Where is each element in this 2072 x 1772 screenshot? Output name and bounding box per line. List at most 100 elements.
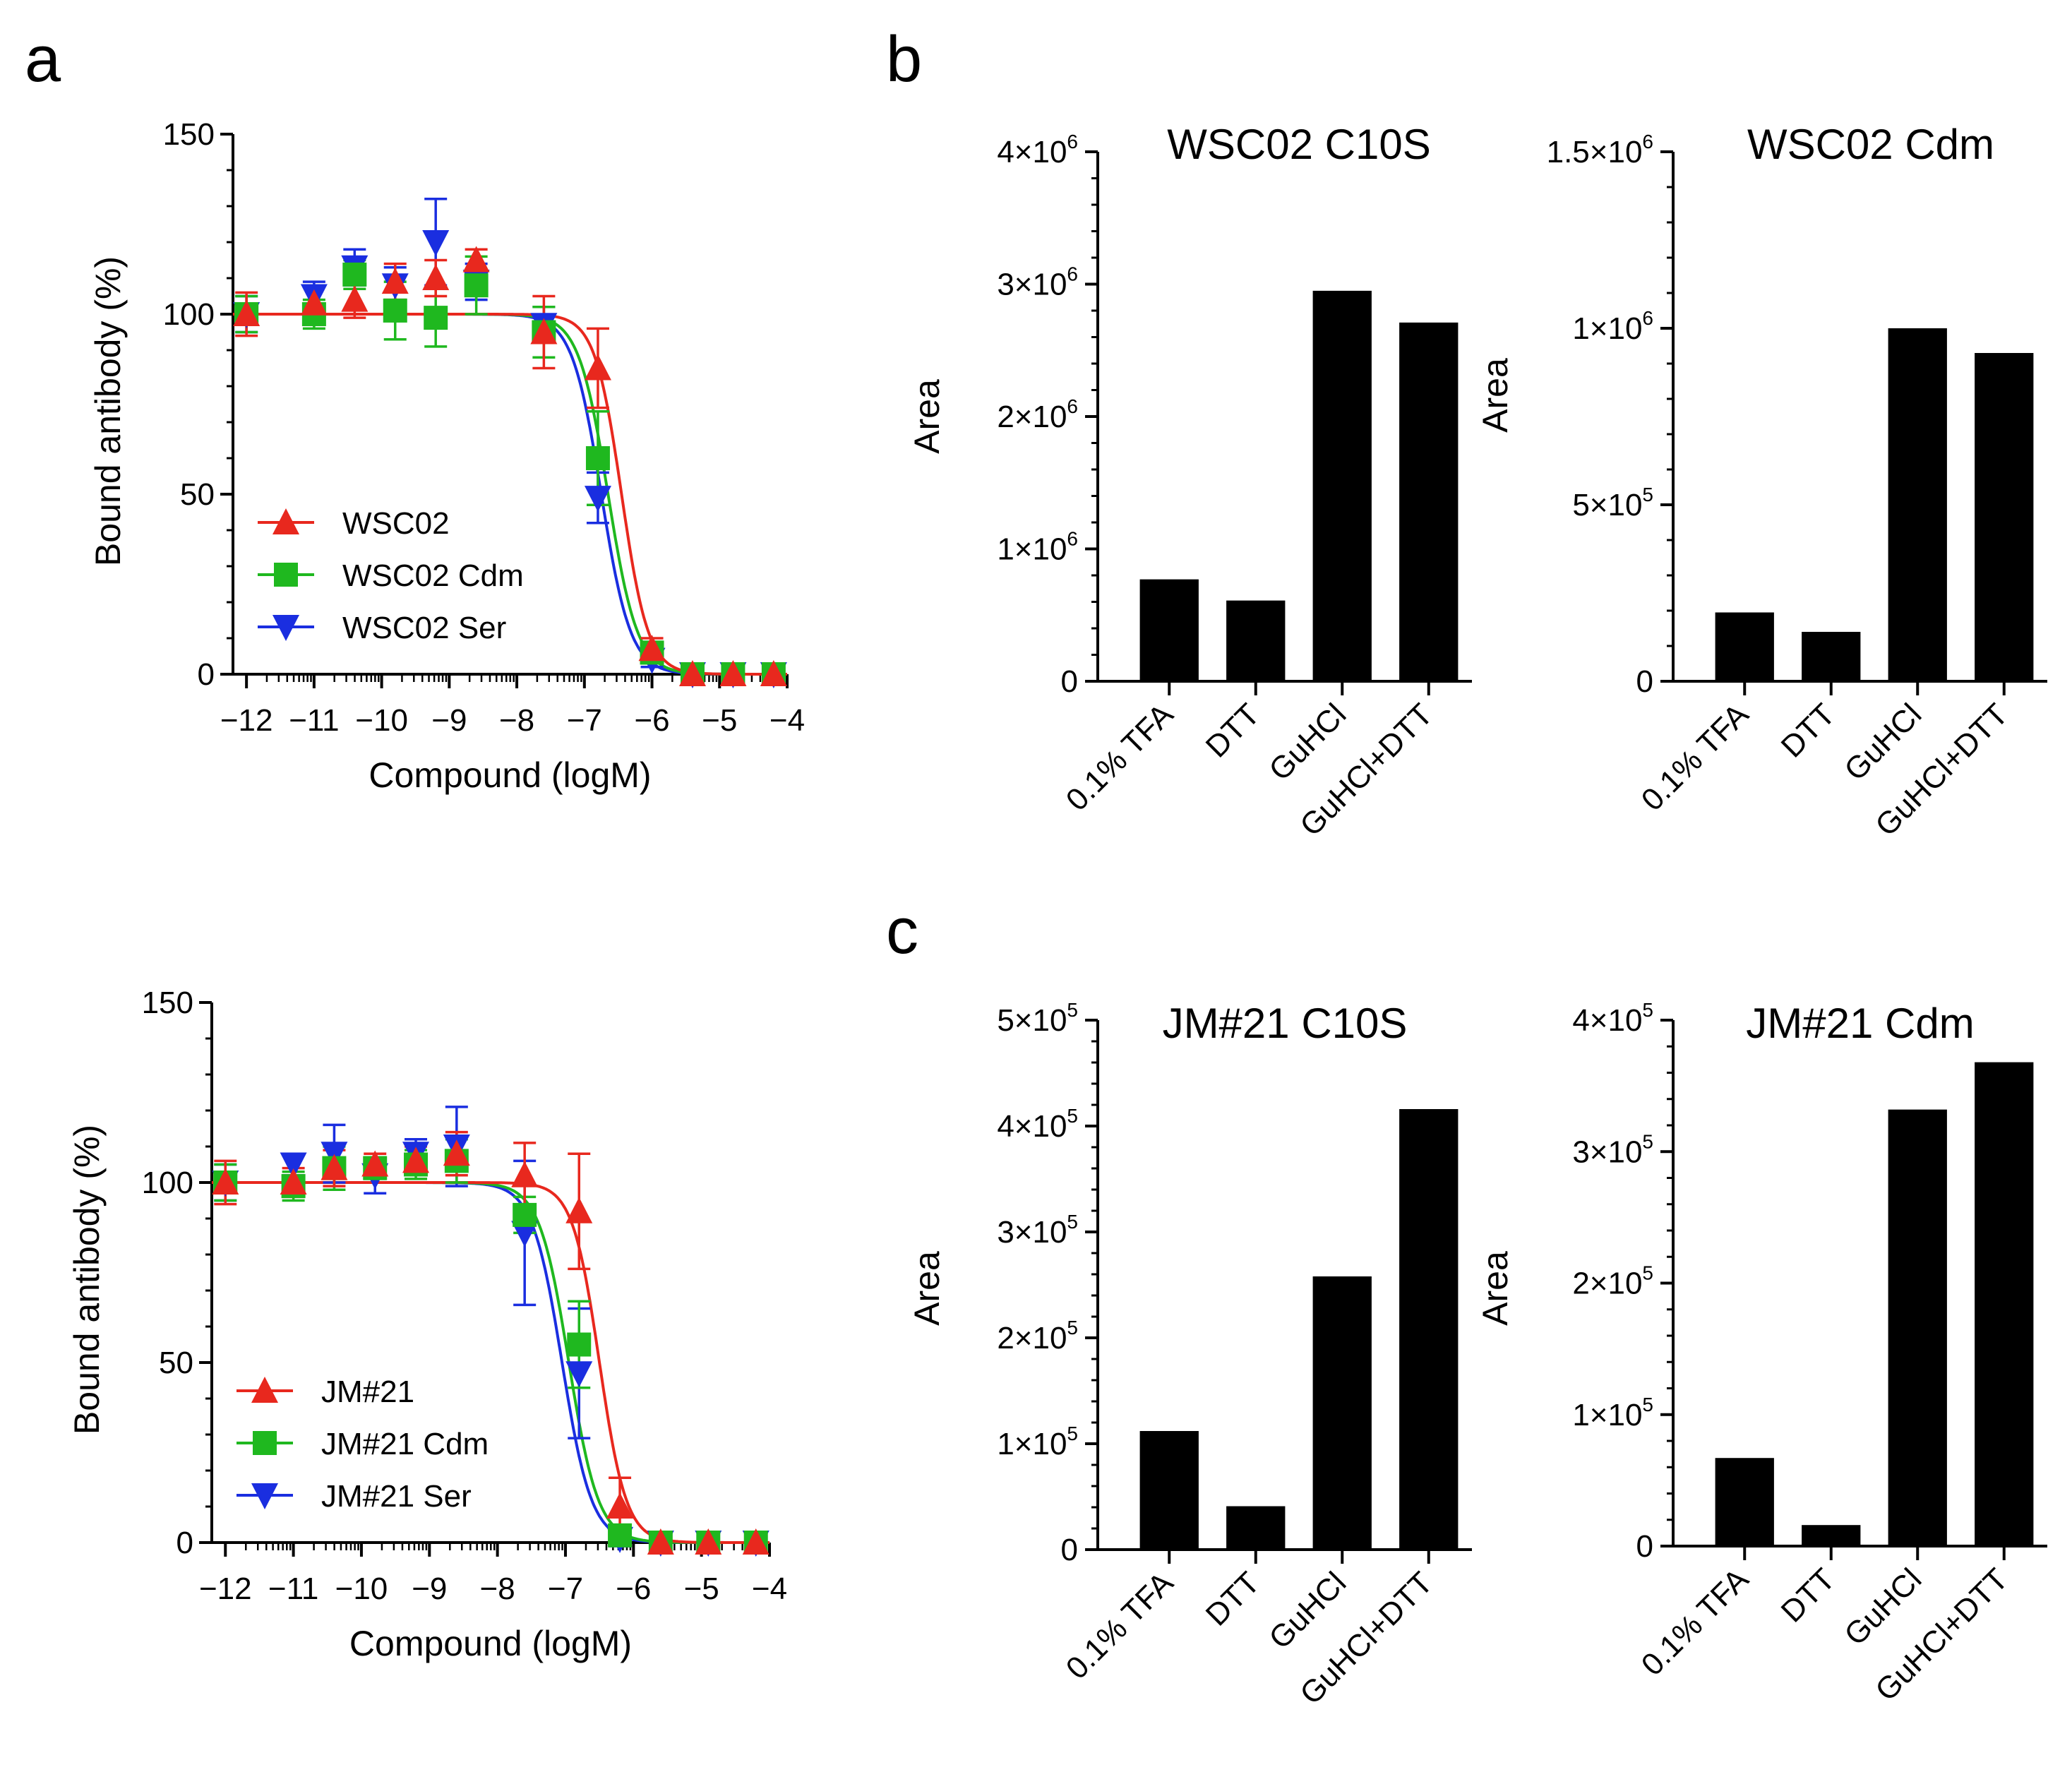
x-tick-label: −4 bbox=[769, 703, 805, 738]
x-tick-label: −8 bbox=[480, 1572, 515, 1606]
y-tick-label: 0 bbox=[1061, 664, 1078, 699]
y-tick-label: 3×105 bbox=[1572, 1130, 1653, 1169]
y-tick-label-base: 0 bbox=[1061, 664, 1078, 699]
y-tick-label-exponent: 5 bbox=[1067, 999, 1078, 1021]
y-axis-title: Area bbox=[1475, 358, 1515, 433]
y-axis-title: Area bbox=[907, 1251, 947, 1326]
x-tick-label: −6 bbox=[616, 1572, 651, 1606]
bar-dtt bbox=[1226, 1506, 1286, 1550]
legend-label-jm-21: JM#21 bbox=[321, 1375, 414, 1409]
data-point-wsc02 bbox=[678, 660, 706, 686]
legend-marker-jm-21 bbox=[251, 1377, 278, 1403]
y-tick-label: 0 bbox=[1636, 664, 1653, 699]
bar-dtt bbox=[1802, 632, 1861, 681]
x-tick-label: −10 bbox=[335, 1572, 388, 1606]
y-tick-label-base: 2×10 bbox=[1572, 1267, 1642, 1301]
data-point-wsc02 bbox=[530, 318, 558, 345]
data-point-wsc02 bbox=[719, 660, 747, 686]
data-point-jm-21-cdm bbox=[567, 1332, 592, 1357]
x-tick-label: −8 bbox=[499, 703, 534, 738]
legend-marker-wsc02-ser bbox=[273, 615, 299, 641]
y-tick-label-base: 3×10 bbox=[997, 268, 1067, 302]
x-tick-label: −11 bbox=[289, 703, 339, 738]
data-point-wsc02 bbox=[300, 289, 328, 316]
y-tick-label-base: 4×10 bbox=[997, 135, 1067, 169]
chart-title: JM#21 C10S bbox=[1163, 1000, 1408, 1047]
data-point-wsc02 bbox=[341, 285, 369, 312]
bar-0-1-tfa bbox=[1715, 1458, 1774, 1546]
y-tick-label: 50 bbox=[159, 1346, 193, 1380]
x-tick-label: 0.1% TFA bbox=[1635, 697, 1756, 818]
data-point-wsc02 bbox=[760, 660, 787, 686]
x-axis-title: Compound (logM) bbox=[349, 1624, 632, 1663]
y-tick-label-exponent: 6 bbox=[1642, 307, 1653, 329]
dose-response-chart-jm21: 0 50 100 150 −12 −11 −10 −9 −8 −7 −6 −5 −4 Compound (… bbox=[67, 986, 787, 1663]
y-tick-label-exponent: 6 bbox=[1642, 131, 1653, 152]
x-tick-label: −6 bbox=[634, 703, 669, 738]
data-point-jm-21 bbox=[402, 1147, 430, 1173]
bar-guhcl-dtt bbox=[1399, 1109, 1459, 1550]
y-tick-label-base: 3×10 bbox=[1572, 1135, 1642, 1169]
data-point-jm-21-ser bbox=[511, 1221, 539, 1247]
fit-curve-jm-21 bbox=[212, 1181, 769, 1544]
y-tick-label: 4×105 bbox=[1572, 999, 1653, 1038]
bar-dtt bbox=[1802, 1525, 1861, 1546]
x-tick-label: −9 bbox=[431, 703, 467, 738]
y-tick-label-base: 3×10 bbox=[997, 1215, 1067, 1250]
y-tick-label-exponent: 6 bbox=[1067, 528, 1078, 550]
y-tick-label: 2×105 bbox=[1572, 1262, 1653, 1301]
y-tick-label: 1×105 bbox=[997, 1423, 1078, 1461]
x-axis-title: Compound (logM) bbox=[369, 755, 651, 795]
data-point-jm-21 bbox=[443, 1139, 470, 1166]
y-tick-label-base: 0 bbox=[1061, 1533, 1078, 1567]
y-tick-label-exponent: 6 bbox=[1067, 263, 1078, 285]
chart-title: JM#21 Cdm bbox=[1746, 1000, 1974, 1047]
data-point-jm-21 bbox=[212, 1168, 239, 1195]
panel-label-c: c bbox=[886, 895, 918, 967]
data-point-jm-21 bbox=[742, 1528, 769, 1555]
x-tick-label: −7 bbox=[567, 703, 602, 738]
x-tick-label: −11 bbox=[268, 1572, 318, 1606]
y-tick-label-base: 1×10 bbox=[1572, 1398, 1642, 1432]
bar-guhcl bbox=[1888, 1109, 1947, 1546]
data-point-wsc02 bbox=[584, 354, 611, 381]
legend-label-wsc02: WSC02 bbox=[342, 506, 450, 541]
data-point-jm-21 bbox=[361, 1150, 389, 1177]
bar-guhcl-dtt bbox=[1975, 1062, 2034, 1546]
y-tick-label-exponent: 6 bbox=[1067, 131, 1078, 152]
data-point-jm-21 bbox=[695, 1528, 722, 1555]
y-tick-label-base: 4×10 bbox=[997, 1109, 1067, 1144]
data-point-wsc02 bbox=[422, 264, 450, 290]
y-tick-label: 50 bbox=[180, 477, 215, 512]
legend-label-wsc02-ser: WSC02 Ser bbox=[342, 611, 506, 645]
x-tick-label: 0.1% TFA bbox=[1635, 1562, 1756, 1682]
data-point-wsc02 bbox=[233, 300, 261, 326]
x-tick-label: −5 bbox=[702, 703, 737, 738]
y-tick-label-exponent: 5 bbox=[1067, 1105, 1078, 1127]
y-tick-label: 5×105 bbox=[1572, 484, 1653, 522]
bar-0-1-tfa bbox=[1715, 612, 1774, 681]
y-tick-label: 1×106 bbox=[1572, 307, 1653, 346]
x-tick-label: −5 bbox=[684, 1572, 719, 1606]
y-tick-label: 4×106 bbox=[997, 131, 1078, 169]
legend-marker-jm-21-cdm bbox=[253, 1431, 277, 1455]
y-tick-label-exponent: 6 bbox=[1067, 395, 1078, 417]
data-point-jm-21 bbox=[647, 1528, 674, 1555]
y-tick-label-exponent: 5 bbox=[1642, 1262, 1653, 1284]
y-axis-title: Bound antibody (%) bbox=[88, 256, 128, 566]
y-tick-label: 1.5×106 bbox=[1547, 131, 1653, 169]
y-tick-label: 2×106 bbox=[997, 395, 1078, 434]
y-tick-label: 150 bbox=[142, 986, 193, 1020]
x-tick-label: −7 bbox=[548, 1572, 583, 1606]
y-axis-title: Area bbox=[1475, 1251, 1515, 1326]
data-point-jm-21-ser bbox=[565, 1361, 593, 1388]
y-axis-title: Bound antibody (%) bbox=[67, 1125, 107, 1435]
y-tick-label: 150 bbox=[163, 117, 215, 152]
chart-title: WSC02 Cdm bbox=[1747, 121, 1994, 168]
x-tick-label: −12 bbox=[220, 703, 273, 738]
x-tick-label: 0.1% TFA bbox=[1060, 697, 1180, 818]
bar-guhcl bbox=[1888, 328, 1947, 681]
y-tick-label: 3×105 bbox=[997, 1211, 1078, 1250]
fit-curve-wsc02-ser bbox=[233, 313, 787, 676]
legend-label-jm-21-cdm: JM#21 Cdm bbox=[321, 1427, 489, 1461]
